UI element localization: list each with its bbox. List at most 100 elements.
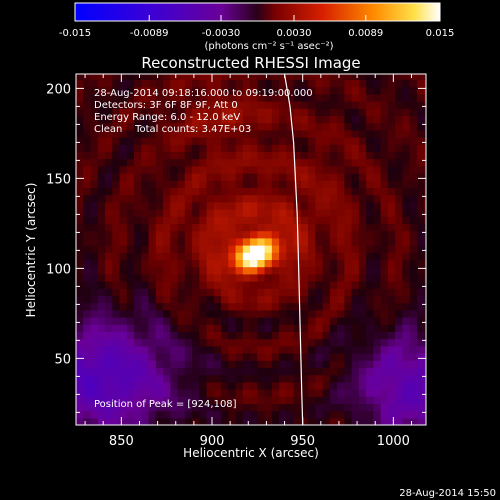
heatmap-cell [83,101,92,109]
heatmap-cell [337,381,345,390]
heatmap-cell [242,410,251,419]
heatmap-cell [264,86,273,95]
heatmap-cell [97,230,106,239]
heatmap-cell [315,201,324,210]
heatmap-cell [329,417,338,425]
heatmap-cell [177,288,186,296]
heatmap-cell [242,144,251,152]
heatmap-cell [134,324,142,332]
heatmap-cell [235,115,244,124]
x-tick-label: 1000 [377,434,410,449]
heatmap-cell [293,86,302,95]
heatmap-cell [395,252,404,260]
heatmap-cell [322,194,331,203]
heatmap-cell [184,115,193,124]
heatmap-cell [402,216,411,224]
heatmap-cell [373,173,382,181]
heatmap-cell [184,317,193,325]
heatmap-cell [293,180,302,188]
x-tick-label: 850 [109,434,134,449]
heatmap-cell [235,230,244,239]
heatmap-cell [141,389,150,397]
heatmap-cell [257,223,266,232]
heatmap-cell [192,389,200,397]
heatmap-cell [148,324,157,332]
heatmap-cell [170,165,179,174]
heatmap-cell [387,417,396,425]
heatmap-cell [308,86,316,95]
heatmap-cell [286,417,295,425]
heatmap-cell [373,410,382,419]
heatmap-cell [213,281,222,289]
heatmap-cell [315,180,324,188]
heatmap-cell [344,317,353,325]
heatmap-cell [300,194,309,203]
heatmap-cell [264,187,273,196]
heatmap-cell [163,79,171,88]
heatmap-cell [293,259,302,268]
heatmap-cell [112,230,121,239]
heatmap-cell [293,245,302,253]
heatmap-cell [424,360,426,368]
heatmap-cell [402,367,411,376]
heatmap-cell [264,122,273,131]
annotation-time-range: 28-Aug-2014 09:18:16.000 to 09:19:00.000 [94,88,313,99]
heatmap-cell [322,79,331,88]
heatmap-cell [337,259,345,268]
heatmap-cell [221,252,229,260]
heatmap-cell [170,137,179,145]
heatmap-cell [424,137,426,145]
heatmap-cell [184,360,193,368]
heatmap-cell [315,410,324,419]
heatmap-cell [250,374,258,383]
heatmap-cell [213,338,222,347]
heatmap-cell [83,367,92,376]
heatmap-cell [184,338,193,347]
heatmap-cell [293,353,302,361]
heatmap-cell [90,194,99,203]
heatmap-cell [155,259,164,268]
heatmap-cell [242,115,251,124]
heatmap-cell [163,93,171,102]
heatmap-cell [344,165,353,174]
heatmap-cell [141,86,150,95]
heatmap-cell [213,360,222,368]
heatmap-cell [83,122,92,131]
heatmap-cell [308,108,316,116]
heatmap-cell [90,381,99,390]
heatmap-cell [286,194,295,203]
heatmap-cell [105,194,113,203]
heatmap-cell [279,288,287,296]
heatmap-cell [279,129,287,138]
heatmap-cell [271,353,280,361]
heatmap-cell [170,101,179,109]
heatmap-cell [279,201,287,210]
heatmap-cell [329,137,338,145]
heatmap-cell [90,245,99,253]
heatmap-cell [315,360,324,368]
heatmap-cell [409,209,418,217]
heatmap-cell [119,331,128,340]
heatmap-cell [141,410,150,419]
heatmap-cell [97,115,106,124]
heatmap-cell [373,165,382,174]
heatmap-cell [192,173,200,181]
heatmap-cell [271,194,280,203]
heatmap-cell [409,266,418,275]
heatmap-cell [344,122,353,131]
heatmap-cell [199,338,208,347]
heatmap-cell [315,101,324,109]
heatmap-cell [329,389,338,397]
heatmap-cell [192,108,200,116]
heatmap-cell [329,93,338,102]
heatmap-cell [271,374,280,383]
heatmap-cell [308,245,316,253]
heatmap-cell [126,209,135,217]
heatmap-cell [112,158,121,167]
heatmap-cell [148,389,157,397]
heatmap-cell [329,129,338,138]
heatmap-cell [126,396,135,404]
heatmap-cell [170,209,179,217]
heatmap-cell [250,252,258,260]
heatmap-cell [235,374,244,383]
